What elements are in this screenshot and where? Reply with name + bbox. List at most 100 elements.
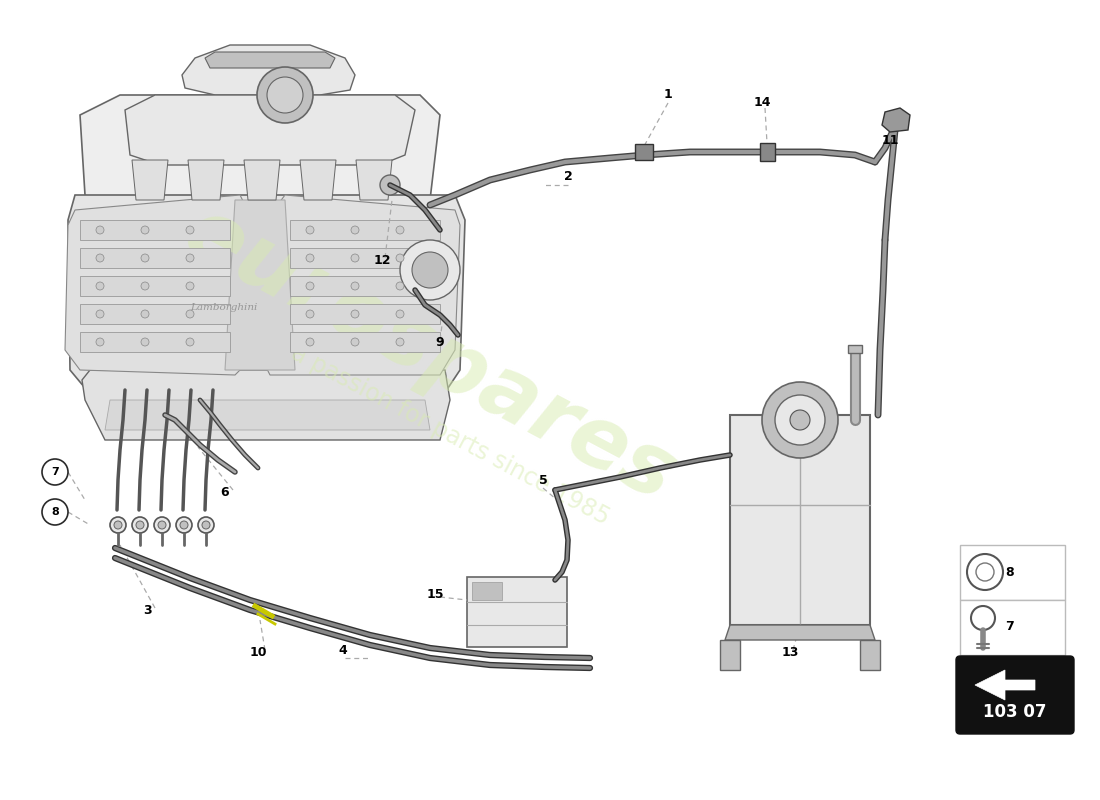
Text: 7: 7 [51,467,59,477]
Circle shape [351,310,359,318]
Text: eurospares: eurospares [170,190,690,519]
Text: 6: 6 [221,486,229,499]
Bar [80,304,230,324]
Text: 2: 2 [563,170,572,183]
Polygon shape [132,160,168,200]
Circle shape [96,338,104,346]
Circle shape [141,338,149,346]
Circle shape [306,338,313,346]
Circle shape [141,226,149,234]
Text: 12: 12 [373,254,390,266]
Circle shape [180,521,188,529]
Circle shape [396,282,404,290]
Polygon shape [80,95,440,220]
Polygon shape [125,95,415,165]
Text: 9: 9 [436,337,444,350]
Circle shape [96,226,104,234]
Circle shape [154,517,170,533]
Bar [860,640,880,670]
Bar [80,276,230,296]
Circle shape [396,310,404,318]
Bar [80,248,230,268]
Circle shape [186,310,194,318]
Circle shape [257,67,314,123]
Circle shape [776,395,825,445]
Text: 10: 10 [250,646,266,658]
Polygon shape [226,200,295,370]
Circle shape [186,338,194,346]
Bar [290,276,440,296]
Polygon shape [260,195,460,375]
Circle shape [198,517,214,533]
Polygon shape [244,160,280,200]
Circle shape [96,254,104,262]
Circle shape [400,240,460,300]
Polygon shape [68,195,465,400]
Polygon shape [356,160,392,200]
Circle shape [976,563,994,581]
Circle shape [351,226,359,234]
Text: 8: 8 [1005,566,1014,578]
Bar [290,248,440,268]
Circle shape [351,254,359,262]
Bar [960,600,1065,655]
Circle shape [186,226,194,234]
Circle shape [267,77,303,113]
Circle shape [396,226,404,234]
Polygon shape [182,45,355,95]
Circle shape [351,282,359,290]
Text: 1: 1 [663,89,672,102]
Circle shape [396,338,404,346]
Text: a passion for parts since 1985: a passion for parts since 1985 [287,341,614,530]
Circle shape [176,517,192,533]
Text: 15: 15 [427,589,443,602]
Circle shape [306,310,313,318]
Text: 13: 13 [781,646,799,658]
Circle shape [971,606,996,630]
Bar [80,332,230,352]
Text: 7: 7 [1005,621,1014,634]
Circle shape [186,282,194,290]
Bar [290,332,440,352]
Bar [290,304,440,324]
Circle shape [132,517,148,533]
Circle shape [114,521,122,529]
Circle shape [158,521,166,529]
Circle shape [186,254,194,262]
Circle shape [306,226,313,234]
Circle shape [412,252,448,288]
Circle shape [96,310,104,318]
Circle shape [110,517,126,533]
Circle shape [790,410,810,430]
Polygon shape [725,625,874,640]
Polygon shape [882,108,910,132]
Polygon shape [104,400,430,430]
Circle shape [42,459,68,485]
Polygon shape [205,52,336,68]
Bar [730,415,870,625]
Bar [80,220,230,240]
Polygon shape [65,195,255,375]
Text: 14: 14 [754,95,771,109]
Circle shape [136,521,144,529]
Text: 3: 3 [144,603,152,617]
Bar [635,144,653,160]
Bar [848,345,862,353]
Circle shape [96,282,104,290]
Polygon shape [188,160,224,200]
Text: 5: 5 [539,474,548,486]
Bar [720,640,740,670]
Bar [472,582,502,600]
Text: 4: 4 [339,645,348,658]
Polygon shape [975,670,1035,700]
Text: Lamborghini: Lamborghini [190,303,257,312]
Bar [960,545,1065,600]
Circle shape [141,310,149,318]
Circle shape [967,554,1003,590]
Circle shape [42,499,68,525]
Circle shape [306,254,313,262]
Bar [290,220,440,240]
Circle shape [306,282,313,290]
Bar [468,577,566,647]
Circle shape [141,254,149,262]
